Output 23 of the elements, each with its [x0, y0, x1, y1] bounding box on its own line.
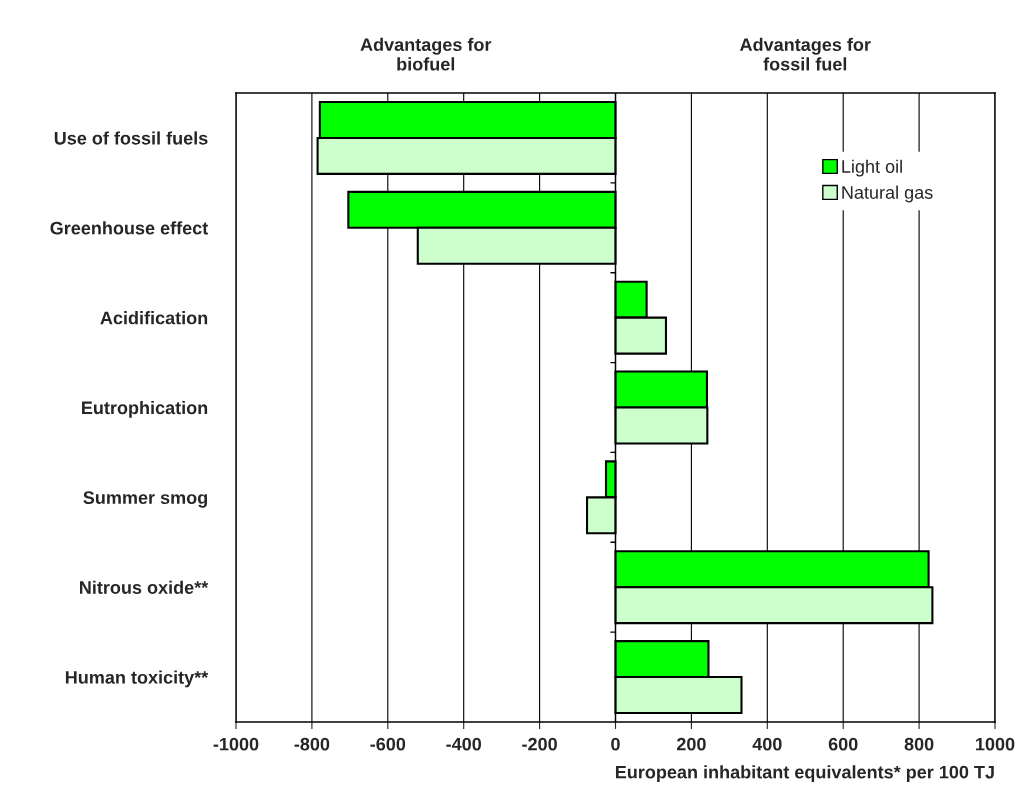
x-tick-label: 400 — [752, 737, 782, 751]
x-tick-label: 200 — [676, 737, 706, 751]
y-tick-label: Acidification — [100, 311, 208, 325]
text: Advantages for fossil fuel — [739, 37, 871, 71]
x-tick-label: -200 — [522, 737, 557, 751]
legend-label: Light oil — [842, 159, 902, 177]
x-tick-label: -600 — [370, 737, 406, 751]
y-tick-label: Human toxicity** — [65, 670, 209, 688]
x-tick-label: -400 — [446, 737, 482, 751]
y-tick-label: Summer smog — [83, 491, 208, 508]
x-tick-label: 600 — [828, 737, 858, 751]
legend-label: Natural gas — [842, 185, 933, 203]
x-tick-label: -800 — [294, 737, 330, 751]
y-tick-label: Eutrophication — [82, 400, 208, 418]
y-tick-label: Use of fossil fuels — [54, 131, 208, 145]
text: Advantages for biofuel — [360, 37, 492, 71]
y-tick-label: Nitrous oxide** — [80, 580, 209, 594]
x-tick-label: 0 — [611, 737, 620, 751]
x-axis-title: European inhabitant equivalents* per 100 TJ — [615, 765, 994, 783]
x-tick-label: 1000 — [976, 737, 1015, 751]
y-tick-label: Greenhouse effect — [50, 221, 209, 235]
x-tick-label: 800 — [904, 737, 934, 751]
x-tick-label: -1000 — [213, 737, 259, 751]
